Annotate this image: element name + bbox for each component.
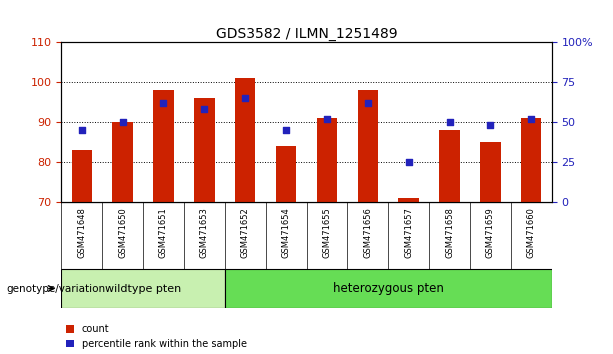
Point [363,100,373,106]
Bar [72,150,92,202]
Point [159,100,169,106]
Bar [276,146,296,202]
Bar [61,269,225,308]
Bar [153,90,173,202]
Bar [480,142,501,202]
Bar [357,90,378,202]
Title: GDS3582 / ILMN_1251489: GDS3582 / ILMN_1251489 [216,28,397,41]
Point [281,127,291,133]
Text: GSM471648: GSM471648 [77,207,86,258]
Point [77,127,86,133]
Point [527,116,536,122]
Point [404,159,414,165]
Text: GSM471650: GSM471650 [118,207,127,258]
Text: GSM471660: GSM471660 [527,207,536,258]
Legend: count, percentile rank within the sample: count, percentile rank within the sample [66,324,246,349]
Bar [225,269,552,308]
Bar [317,118,337,202]
Point [322,116,332,122]
Text: GSM471656: GSM471656 [364,207,372,258]
Bar [398,198,419,202]
Bar [194,98,215,202]
Text: wildtype pten: wildtype pten [105,284,181,293]
Point [118,119,128,125]
Text: genotype/variation: genotype/variation [6,284,105,293]
Point [199,107,209,112]
Text: GSM471652: GSM471652 [241,207,249,258]
Text: GSM471653: GSM471653 [200,207,209,258]
Bar [112,122,133,202]
Bar [440,130,460,202]
Text: GSM471657: GSM471657 [404,207,413,258]
Text: GSM471658: GSM471658 [445,207,454,258]
Point [240,95,250,101]
Text: GSM471659: GSM471659 [486,207,495,258]
Bar [235,78,256,202]
Text: heterozygous pten: heterozygous pten [333,282,444,295]
Point [485,122,495,128]
Text: GSM471651: GSM471651 [159,207,168,258]
Text: GSM471655: GSM471655 [322,207,332,258]
Bar [521,118,541,202]
Text: GSM471654: GSM471654 [281,207,291,258]
Point [444,119,454,125]
